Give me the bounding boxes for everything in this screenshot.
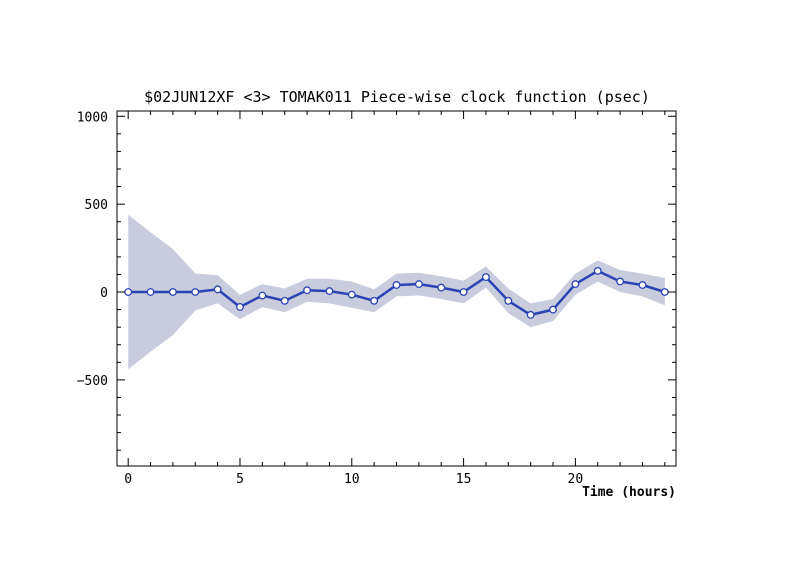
data-point [549, 305, 557, 314]
data-point [236, 303, 244, 311]
data-point [370, 296, 379, 305]
data-point [280, 296, 289, 305]
data-point [638, 281, 647, 289]
data-point [660, 288, 669, 296]
x-tick-label: 15 [456, 472, 472, 487]
data-point [392, 281, 401, 289]
data-point [616, 277, 625, 286]
x-tick-label: 10 [344, 472, 360, 487]
data-point [481, 273, 490, 282]
y-tick-label: 500 [85, 198, 108, 213]
data-point [191, 288, 200, 296]
data-point [347, 290, 356, 299]
data-point [571, 280, 580, 289]
y-tick-label: 0 [100, 286, 108, 301]
data-point [303, 286, 312, 295]
y-tick-label: −500 [77, 374, 108, 389]
data-point [213, 285, 222, 294]
data-point [459, 288, 468, 296]
uncertainty-band [128, 214, 665, 370]
data-point [168, 288, 177, 296]
data-point [414, 280, 423, 289]
x-tick-label: 5 [236, 472, 244, 487]
y-tick-label: 1000 [77, 110, 108, 125]
x-tick-label: 0 [124, 472, 132, 487]
data-point [325, 287, 334, 296]
chart-title: $02JUN12XF <3> TOMAK011 Piece-wise clock… [144, 88, 650, 106]
data-point [437, 283, 446, 292]
data-point [526, 310, 535, 319]
data-point [593, 266, 602, 275]
data-point [124, 288, 133, 296]
x-tick-label: 20 [568, 472, 584, 487]
data-point [504, 296, 513, 305]
x-axis-label: Time (hours) [582, 485, 676, 500]
data-point [258, 291, 267, 300]
data-point [146, 288, 155, 296]
